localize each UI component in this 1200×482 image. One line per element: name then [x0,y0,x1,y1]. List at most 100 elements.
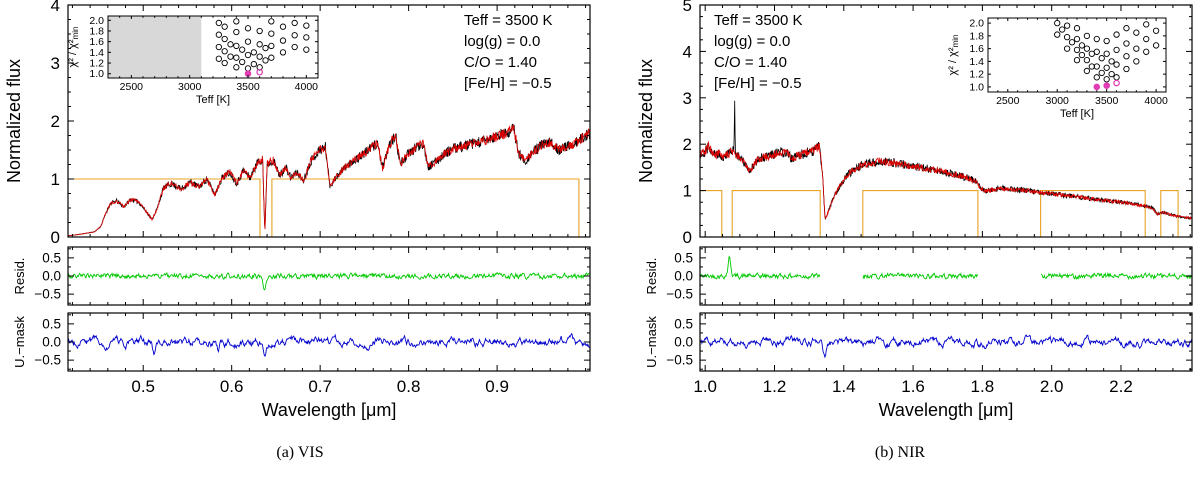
annotation-line: C/O = 1.40 [464,54,537,71]
main-plot-area [700,100,1192,237]
inset-grid-point [1123,25,1130,32]
x-tick-label: 2.0 [1040,377,1064,396]
resid-curve [68,271,590,291]
inset-grid-point [244,51,252,59]
umask-resid-curve [700,334,1192,359]
inset-grid-point [215,31,222,38]
inset-grid-point [262,44,269,52]
y-tick-label: 5 [683,0,692,15]
x-tick-label: 1.8 [971,377,995,396]
x-tick-label: 1.0 [693,377,717,396]
x-tick-label: 0.5 [131,377,155,396]
y-axis-label: Normalized flux [4,59,24,183]
x-tick-label: 0.6 [220,377,244,396]
mask-line [700,190,1192,237]
inset-grid-point [1113,61,1120,68]
x-tick-label: 1.4 [832,377,856,396]
resid-plot-area [700,255,1192,281]
inset-x-tick-label: 2500 [996,95,1020,107]
inset-grid-point [233,54,240,61]
inset-grid-point [244,38,252,45]
y-axis-label: Normalized flux [636,59,656,183]
umask-resid-curve [68,332,590,357]
inset-grid-point [1063,22,1071,29]
inset-best-fit-point [1113,79,1120,87]
inset-grid-point [1093,48,1100,55]
inset-grid-point [1088,63,1095,70]
annotation-line: Teff = 3500 K [464,12,553,29]
y-tick-label: 3 [683,89,692,108]
inset-grid-point [279,37,287,44]
umask-y-tick-label: −0.5 [34,353,61,368]
inset-y-tick-label: 1.2 [969,69,984,81]
inset-grid-point [1152,42,1160,49]
inset-grid-point [1063,45,1071,52]
inset-grid-point [239,46,246,53]
x-tick-label: 0.7 [308,377,332,396]
resid-y-tick-label: 0.5 [674,250,693,265]
inset-grid-point [303,22,310,29]
y-tick-label: 2 [51,112,60,131]
inset-grid-point [1083,32,1091,40]
inset-y-tick-label: 2.0 [89,15,104,27]
umask-axis-label: U.−mask [644,316,659,368]
inset-grid-point [1113,46,1120,54]
inset-grid-point [1133,29,1140,36]
resid-plot-area [68,271,590,291]
inset-grid-point [268,54,275,61]
inset-grid-point [1054,31,1061,38]
inset-grid-point [1083,67,1091,75]
y-tick-label: 4 [51,0,60,15]
inset-grid-point [1152,27,1160,34]
inset-grid-point [291,32,298,39]
inset-grid-point [1143,21,1150,28]
x-tick-label: 1.2 [763,377,787,396]
y-tick-label: 0 [51,228,60,247]
annotation-line: [Fe/H] = −0.5 [464,75,552,92]
main-plot-area [68,123,590,237]
plot-box [67,312,591,372]
resid-axis-label: Resid. [12,258,27,295]
inset-best-fit-point [1103,82,1110,89]
inset-y-axis-label: χ² / χ²min [67,27,80,68]
inset-y-tick-label: 1.4 [969,56,984,68]
umask-resid-plot-area [68,332,590,357]
resid-y-tick-label: 0.0 [42,269,61,284]
inset-grid-point [262,57,269,64]
x-tick-label: 0.8 [397,377,421,396]
inset-grid-point [250,60,257,68]
inset-grid-point [1133,45,1140,52]
resid-y-tick-label: −0.5 [666,287,693,302]
inset-grid-point [1093,35,1100,43]
y-tick-label: 0 [683,228,692,247]
x-axis-label: Wavelength [μm] [879,400,1014,420]
caption-nir: (b) NIR [874,444,926,461]
y-tick-label: 1 [683,182,692,201]
resid-y-tick-label: 0.0 [674,269,693,284]
inset-x-axis-label: Teff [K] [1060,108,1094,120]
resid-curve [700,255,1192,281]
panel-vis: 0 1 2 3 4 0.5 0.5 0.0 0.0 −0.5 −0.5 0.5 0.6 0.7 0.8 0.9… [4,0,591,461]
inset-grid-point [221,48,228,55]
inset-grid-point [303,34,310,41]
inset-grid-point [1123,40,1130,47]
inset-grid-point [1103,76,1110,83]
inset-x-tick-label: 4000 [295,81,319,93]
inset-excluded-region [108,16,202,78]
inset-x-tick-label: 2500 [120,81,144,93]
inset-grid-point [1063,33,1071,41]
inset-best-fit-point [1093,83,1101,91]
inset-grid-point [1073,56,1081,64]
inset-grid-point [221,35,228,43]
inset-grid-point [250,49,257,56]
inset-grid-point [268,18,275,25]
inset-grid-point [279,23,287,30]
resid-y-tick-label: −0.5 [34,287,61,302]
umask-axis-label: U.−mask [12,316,27,368]
x-axis-label: Wavelength [μm] [262,400,397,420]
x-tick-label: 0.9 [485,377,509,396]
resid-y-tick-label: 0.5 [42,250,61,265]
inset-box [987,17,1167,93]
annotation-line: Teff = 3500 K [714,12,803,29]
inset-grid-point [1093,74,1100,81]
